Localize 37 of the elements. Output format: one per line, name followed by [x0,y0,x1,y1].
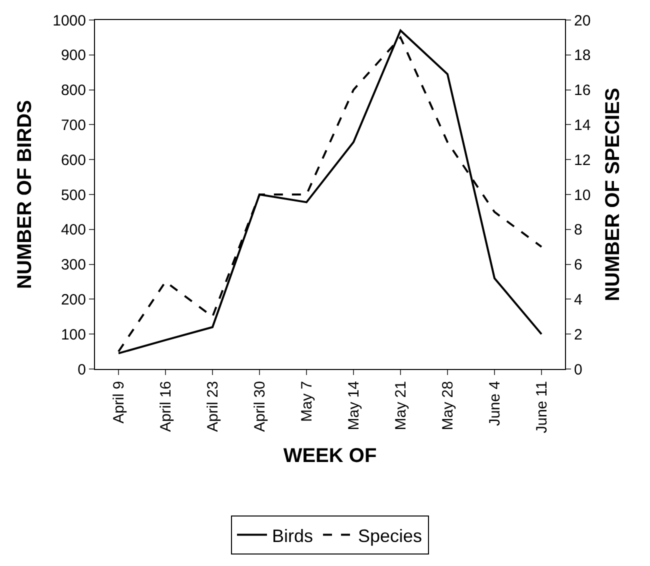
x-tick-label: April 30 [251,381,268,432]
y2-tick-label: 4 [574,291,582,308]
y-tick-label: 700 [60,116,86,134]
y-axis-title: NUMBER OF BIRDS [14,100,36,289]
y-tick-label: 100 [60,326,86,344]
y2-axis-title: NUMBER OF SPECIES [602,88,624,302]
y-tick-label: 300 [60,256,86,274]
y-tick-label: 900 [60,47,86,64]
y2-tick-label: 0 [574,361,582,378]
y-tick-label: 800 [60,82,86,100]
legend-label: Birds [272,526,314,546]
x-tick-label: May 28 [439,381,456,430]
x-axis-title: WEEK OF [283,444,377,467]
y2-tick-label: 16 [574,82,591,100]
x-tick-label: May 21 [392,381,410,430]
y-tick-label: 500 [60,186,86,204]
x-tick-label: April 23 [204,381,222,432]
y-tick-label: 400 [60,222,86,239]
y-tick-label: 1000 [52,12,86,30]
y2-tick-label: 14 [574,116,591,134]
y2-tick-label: 12 [574,152,591,169]
y-tick-label: 600 [60,152,86,169]
x-tick-label: June 11 [533,381,550,434]
x-tick-label: May 7 [298,381,316,422]
y2-tick-label: 6 [574,256,582,274]
y2-tick-label: 20 [574,12,591,30]
x-tick-label: April 9 [110,381,128,424]
y2-tick-label: 8 [574,222,582,239]
y-tick-label: 0 [78,361,86,378]
y2-tick-label: 10 [574,186,591,204]
legend-label: Species [358,526,422,546]
x-tick-label: April 16 [157,381,174,432]
x-tick-label: June 4 [486,381,504,426]
y2-tick-label: 18 [574,47,591,64]
y-tick-label: 200 [60,291,86,308]
x-tick-label: May 14 [345,381,362,430]
y2-tick-label: 2 [574,326,582,344]
